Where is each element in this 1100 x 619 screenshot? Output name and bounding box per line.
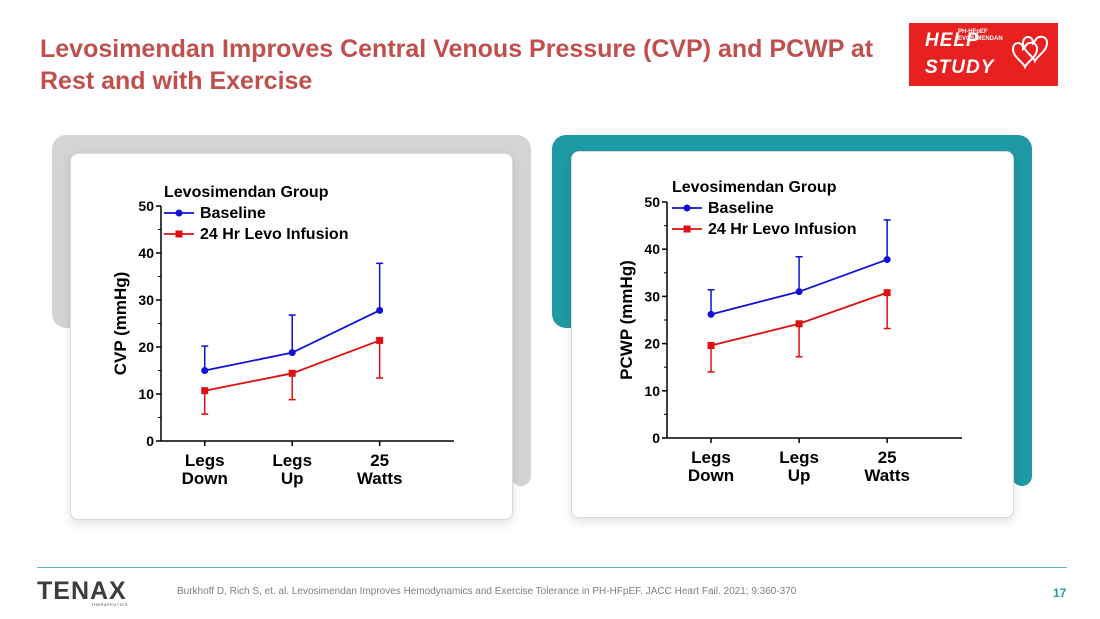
x-tick-label: Up xyxy=(788,466,811,485)
x-tick-label: Down xyxy=(688,466,734,485)
data-point xyxy=(795,288,803,296)
legend-label: 24 Hr Levo Infusion xyxy=(708,221,856,238)
logo-sub-line-2: EVOSIMENDAN xyxy=(958,36,1003,42)
x-tick-label: Down xyxy=(182,469,228,488)
x-tick-label: Up xyxy=(281,469,304,488)
x-tick-label: Legs xyxy=(779,448,819,467)
y-axis-label: CVP (mmHg) xyxy=(111,272,130,376)
legend-marker xyxy=(683,204,691,212)
brand-name: TENAX xyxy=(37,577,127,605)
page-number: 17 xyxy=(1053,586,1067,600)
brand-subtitle: THERAPEUTICS xyxy=(91,602,128,607)
legend-label: Baseline xyxy=(200,205,266,222)
y-tick-label: 0 xyxy=(146,433,154,449)
legend-title: Levosimendan Group xyxy=(672,179,837,196)
legend-title: Levosimendan Group xyxy=(164,184,329,201)
data-point xyxy=(883,289,891,297)
data-point xyxy=(288,369,296,377)
help-study-logo: HELP PH-HFpEF EVOSIMENDAN STUDY xyxy=(909,23,1058,86)
data-point xyxy=(288,349,296,357)
y-tick-label: 50 xyxy=(644,194,660,210)
x-tick-label: Legs xyxy=(272,451,312,470)
footer-divider xyxy=(37,567,1067,568)
double-heart-icon xyxy=(1011,35,1049,70)
citation: Burkhoff D, Rich S, et. al. Levosimendan… xyxy=(177,586,797,597)
logo-help-text: HELP xyxy=(925,30,980,51)
x-tick-label: 25 xyxy=(370,451,389,470)
data-point xyxy=(201,387,209,395)
y-axis-label: PCWP (mmHg) xyxy=(617,260,636,380)
y-tick-label: 30 xyxy=(138,292,154,308)
legend-marker xyxy=(175,230,183,238)
data-point xyxy=(883,256,891,264)
y-tick-label: 50 xyxy=(138,198,154,214)
legend-label: 24 Hr Levo Infusion xyxy=(200,226,348,243)
legend-label: Baseline xyxy=(708,200,774,217)
x-tick-label: Watts xyxy=(357,469,403,488)
logo-subtitle: PH-HFpEF EVOSIMENDAN xyxy=(958,29,1003,43)
tenax-logo: TENAX THERAPEUTICS xyxy=(37,577,147,607)
data-point xyxy=(795,320,803,328)
legend-marker xyxy=(683,225,691,233)
data-point xyxy=(376,336,384,344)
data-point xyxy=(376,306,384,314)
pcwp-panel-backdrop-edge xyxy=(1012,300,1032,486)
y-tick-label: 10 xyxy=(138,386,154,402)
x-tick-label: Legs xyxy=(185,451,225,470)
pcwp-chart-card: 0 10 20 30 40 50 Legs Down Legs Up 25 Watts PCWP (mm… xyxy=(571,151,1014,518)
data-point xyxy=(707,341,715,349)
y-tick-label: 0 xyxy=(652,430,660,446)
x-tick-label: Legs xyxy=(691,448,731,467)
x-tick-label: Watts xyxy=(864,466,910,485)
y-tick-label: 20 xyxy=(644,336,660,352)
data-point xyxy=(707,310,715,318)
logo-study-text: STUDY xyxy=(925,57,995,78)
data-point xyxy=(201,367,209,374)
legend-marker xyxy=(175,209,183,217)
y-tick-label: 10 xyxy=(644,383,660,399)
y-tick-label: 20 xyxy=(138,339,154,355)
x-tick-label: 25 xyxy=(878,448,897,467)
slide-title: Levosimendan Improves Central Venous Pre… xyxy=(40,35,874,95)
y-tick-label: 40 xyxy=(644,241,660,257)
y-tick-label: 30 xyxy=(644,288,660,304)
y-tick-label: 40 xyxy=(138,245,154,261)
cvp-chart-card: 0 10 20 30 40 50 Legs Down Legs Up 25 Watts CVP (mmH… xyxy=(70,153,513,520)
logo-sub-line-1: PH-HFpEF xyxy=(958,29,988,35)
cvp-panel-backdrop-edge xyxy=(511,300,531,486)
